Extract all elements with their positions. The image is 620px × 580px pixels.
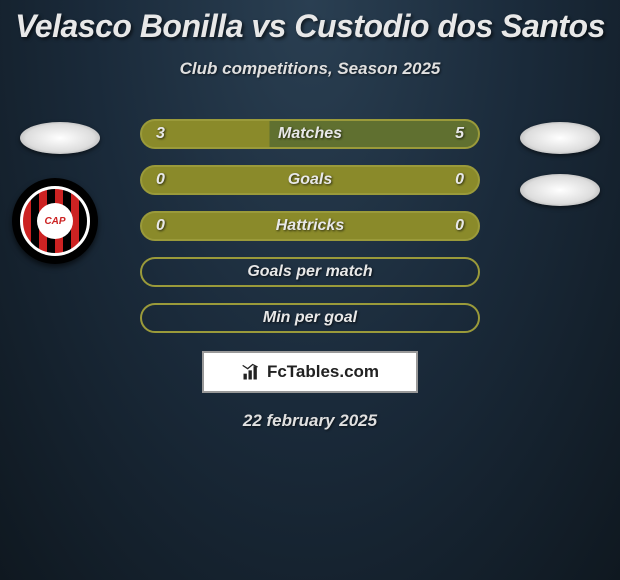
stat-right-value: 5 [455,125,464,143]
stat-left-value: 0 [156,217,165,235]
watermark-text: FcTables.com [267,362,379,382]
stat-label: Min per goal [263,309,357,327]
stat-row-goals-per-match: Goals per match [140,257,480,287]
stat-label: Goals [288,171,332,189]
player-right-badge-placeholder-2 [520,174,600,206]
bar-chart-icon [241,362,261,382]
stat-label: Goals per match [247,263,372,281]
club-badge-initials: CAP [37,203,73,239]
club-badge-left: CAP [12,178,98,264]
stat-left-value: 0 [156,171,165,189]
stat-left-value: 3 [156,125,165,143]
comparison-date: 22 february 2025 [0,411,620,431]
stat-row-matches: 3 Matches 5 [140,119,480,149]
stat-row-min-per-goal: Min per goal [140,303,480,333]
stat-label: Hattricks [276,217,344,235]
stat-row-goals: 0 Goals 0 [140,165,480,195]
club-badge-stripes: CAP [20,186,90,256]
comparison-subtitle: Club competitions, Season 2025 [0,59,620,79]
player-right-badge-placeholder [520,122,600,154]
stat-label: Matches [278,125,342,143]
player-left-badge-placeholder [20,122,100,154]
comparison-title: Velasco Bonilla vs Custodio dos Santos [0,0,620,45]
watermark-badge: FcTables.com [202,351,418,393]
stat-right-value: 0 [455,171,464,189]
stat-right-value: 0 [455,217,464,235]
stat-row-hattricks: 0 Hattricks 0 [140,211,480,241]
